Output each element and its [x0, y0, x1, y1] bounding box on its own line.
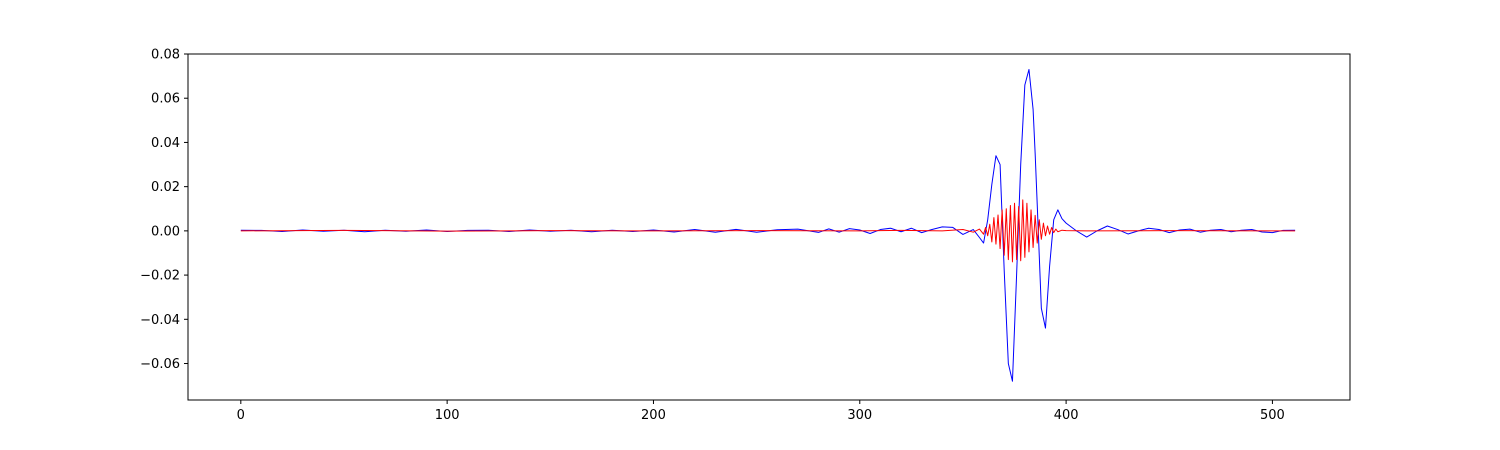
plot-frame [187, 53, 1351, 401]
x-tick-label: 400 [1054, 408, 1079, 423]
x-tick-label: 500 [1260, 408, 1285, 423]
y-tick-label: −0.06 [140, 357, 180, 372]
x-tick-label: 0 [237, 408, 245, 423]
x-tick-label: 100 [435, 408, 460, 423]
x-tick-label: 200 [641, 408, 666, 423]
y-tick-label: −0.02 [140, 269, 180, 284]
y-tick-label: 0.00 [151, 224, 180, 239]
y-tick-label: −0.04 [140, 313, 180, 328]
series-layer [240, 68, 1296, 382]
y-tick-label: 0.02 [151, 180, 180, 195]
y-tick-label: 0.06 [151, 92, 180, 107]
x-axis: 0 100 200 300 400 500 [237, 400, 1285, 423]
series-line-1 [240, 199, 1296, 263]
y-axis: −0.06 −0.04 −0.02 0.00 0.02 0.04 0.06 0.08 [140, 48, 188, 372]
y-tick-label: 0.08 [151, 48, 180, 63]
y-tick-label: 0.04 [151, 136, 180, 151]
x-tick-label: 300 [847, 408, 872, 423]
